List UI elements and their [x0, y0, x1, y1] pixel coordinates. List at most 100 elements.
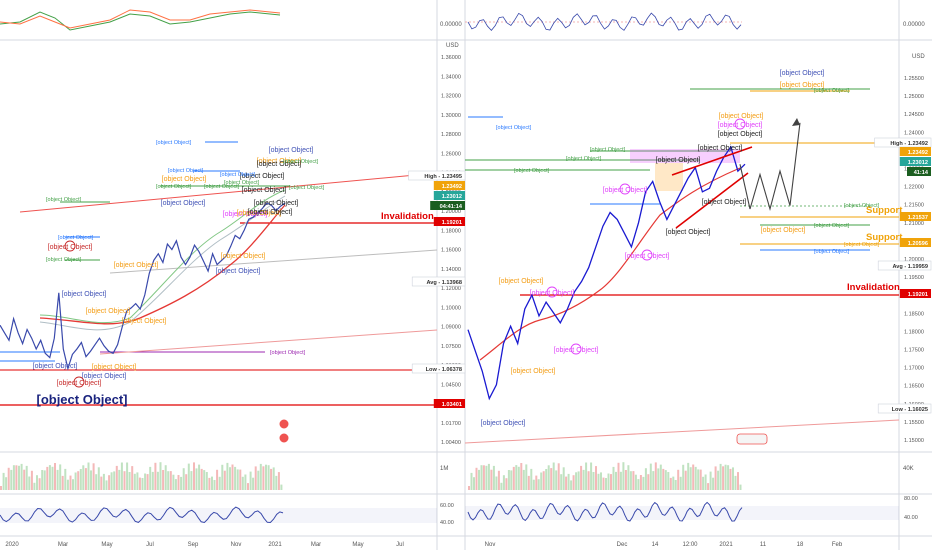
left-volume-bar [90, 470, 92, 490]
left-time-axis[interactable]: 2020 Mar May Jul Sep Nov 2021 Mar May Jul [5, 542, 404, 548]
right-wave-circle [641, 249, 653, 261]
left-event-icon-1[interactable] [278, 418, 290, 430]
right-event-icons[interactable] [736, 433, 768, 445]
left-wave-label: [object Object] [269, 147, 314, 154]
left-volume-bar [162, 470, 165, 490]
left-price-tag-text: Avg - 1.13968 [426, 280, 462, 286]
left-wave-label: [object Object] [257, 161, 302, 168]
right-wedge [671, 146, 753, 229]
right-rsi-axis: 80.00 40.00 [904, 496, 918, 521]
right-volume-bar [485, 465, 488, 490]
right-volume-bar [615, 471, 617, 490]
right-price-line [467, 145, 746, 401]
right-volume-bar [737, 472, 739, 490]
left-price-tick: 1.16000 [441, 248, 461, 254]
right-wave-label: [object Object] [718, 122, 763, 129]
left-wave-label: [object Object] [114, 262, 159, 269]
left-volume-bar [102, 473, 105, 490]
left-volume-bar [244, 474, 247, 490]
right-price-tag-text: Low - 1.16025 [892, 407, 928, 413]
right-volume-bar [709, 471, 712, 490]
right-price-tick: 1.15000 [904, 438, 924, 444]
left-price-tick: 1.26000 [441, 151, 461, 157]
right-fib-label: [object Object] [844, 203, 880, 209]
right-wave-label: [object Object] [481, 420, 526, 427]
right-wave-circle [734, 118, 746, 130]
right-invalidation-label: Invalidation [847, 282, 900, 293]
right-volume-bar [684, 470, 687, 490]
left-volume-bar [223, 470, 226, 490]
left-volume-bar [82, 465, 85, 490]
left-volume-bar [277, 472, 280, 490]
left-price-tick: 1.34000 [441, 74, 461, 80]
right-price-tag-text: 1.23012 [908, 160, 928, 166]
right-volume-bar [475, 467, 478, 490]
right-volume-bar [649, 463, 652, 490]
left-volume-bar [123, 471, 126, 490]
right-time-axis[interactable]: Nov Dec 14 12:00 2021 11 18 Feb [485, 542, 843, 548]
right-price-axis[interactable]: 1.255001.250001.245001.240001.235001.225… [904, 76, 924, 444]
right-pane[interactable]: USD 0.00000 40K 1.25500 1.25000 1.24500 1.2… [464, 12, 932, 548]
right-volume-bar [478, 469, 480, 490]
right-volume-bar [699, 469, 702, 490]
left-moving-averages [39, 189, 286, 331]
left-fib-labels: [object Object][object Object][object Ob… [46, 140, 325, 356]
left-wave-label: [object Object] [92, 364, 137, 371]
right-price-tag-text: Avg - 1.19959 [892, 264, 928, 270]
left-price-axis[interactable]: 1.36000 1.34000 1.32000 1.30000 1.28000 1.260… [441, 55, 461, 446]
right-wedge-upper [671, 146, 753, 176]
left-volume-bar [126, 462, 129, 490]
right-volume-bar [729, 468, 732, 490]
right-volume-bar [480, 465, 483, 490]
right-time-tick: Dec [617, 542, 628, 548]
left-volume-bar [265, 464, 267, 490]
right-volume-bar [632, 471, 635, 490]
left-gray-trendline [109, 249, 438, 274]
left-volume-bar [262, 466, 265, 490]
right-volume-bar [515, 465, 518, 490]
left-volume-bar [241, 476, 244, 490]
left-volume-bar [275, 475, 278, 490]
right-volume-bar [672, 476, 675, 490]
left-fib-label: [object Object] [283, 159, 319, 165]
left-volume-bar [59, 464, 62, 490]
left-price-tick: 1.12000 [441, 286, 461, 292]
right-price-tag [899, 289, 931, 298]
right-volume-bar [560, 474, 563, 490]
right-fib-label: [object Object] [814, 223, 850, 229]
right-volume-bar [595, 466, 597, 490]
right-volume-bar [674, 480, 677, 490]
right-volume-bar [605, 478, 607, 490]
right-rsi-line [467, 501, 743, 522]
right-volume-bar [500, 482, 503, 490]
left-volume-bar [108, 475, 111, 490]
left-volume-bar [5, 477, 8, 490]
left-upper-red-trendline [19, 172, 438, 213]
right-volume-bar [712, 477, 715, 490]
right-price-tag-text: 1.23492 [908, 150, 928, 156]
left-wave-label: [object Object] [86, 308, 131, 315]
left-volume-bar [54, 463, 56, 490]
right-volume-bar [542, 471, 545, 490]
left-time-tick: Jul [146, 542, 154, 548]
left-fib-label: [object Object] [46, 197, 82, 203]
left-wave-labels: [object Object] [object Object] [object Ob… [33, 147, 314, 407]
right-volume-bar [532, 479, 535, 490]
left-volume-bar [97, 467, 100, 490]
right-volume-bar [714, 466, 717, 490]
left-wave-label: [object Object] [161, 200, 206, 207]
left-volume-bar [87, 462, 90, 490]
left-volume-bar [193, 462, 195, 490]
right-volume-bar [659, 464, 662, 490]
right-volume-bar [592, 472, 595, 490]
left-event-icon-2[interactable] [278, 432, 290, 444]
left-volume-bar [213, 480, 216, 490]
left-pane[interactable]: USD 0.00000 1M 1.36000 1.34000 1.32000 1.30… [0, 9, 466, 548]
left-volume-bar [131, 466, 134, 490]
left-volume-bar [280, 484, 283, 490]
left-price-tag [430, 201, 465, 210]
right-time-tick: Feb [832, 542, 843, 548]
left-volume-bar [195, 468, 198, 490]
right-volume-bar [555, 470, 558, 490]
